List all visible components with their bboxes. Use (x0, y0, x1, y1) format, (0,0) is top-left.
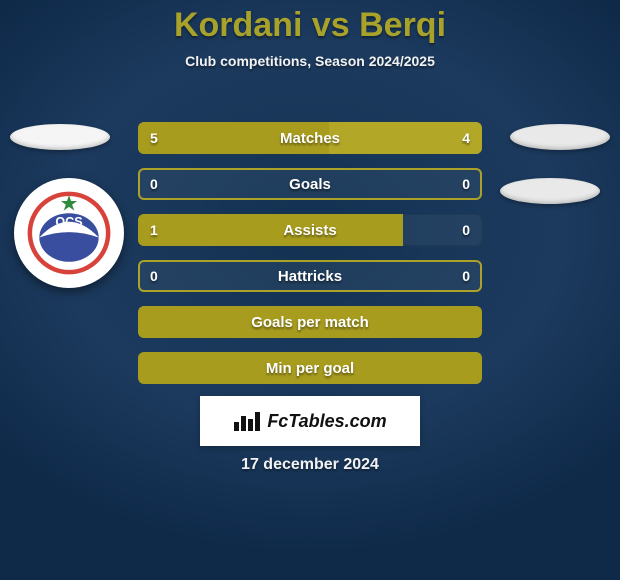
fctables-text: FcTables.com (267, 411, 386, 432)
bar-value-left: 5 (138, 122, 170, 154)
bar-row-assists: Assists1 0 (138, 214, 482, 246)
bar-value-left: 0 (138, 168, 170, 200)
page-title: Kordani vs Berqi (0, 0, 620, 45)
subtitle: Club competitions, Season 2024/2025 (0, 53, 620, 69)
bar-value-left: 0 (138, 260, 170, 292)
bar-row-hattricks: Hattricks0 0 (138, 260, 482, 292)
right-player-ellipse-2 (500, 178, 600, 204)
bar-row-mpg: Min per goal (138, 352, 482, 384)
bar-label: Hattricks (138, 260, 482, 292)
infographic: Kordani vs Berqi Club competitions, Seas… (0, 0, 620, 580)
bar-label: Matches (138, 122, 482, 154)
bar-value-right: 0 (450, 260, 482, 292)
date-text: 17 december 2024 (0, 456, 620, 474)
fctables-watermark: FcTables.com (200, 396, 420, 446)
right-player-ellipse-1 (510, 124, 610, 150)
bar-row-matches: Matches5 4 (138, 122, 482, 154)
bar-label: Goals (138, 168, 482, 200)
bar-value-left: 1 (138, 214, 170, 246)
svg-text:OCS: OCS (55, 215, 82, 229)
left-club-crest: OCS (14, 178, 124, 288)
bars-icon (233, 410, 261, 432)
left-player-ellipse (10, 124, 110, 150)
bar-label: Assists (138, 214, 482, 246)
bar-value-right: 4 (450, 122, 482, 154)
crest-icon: OCS (24, 188, 114, 278)
bar-label: Min per goal (138, 352, 482, 384)
bar-value-right: 0 (450, 214, 482, 246)
bar-row-gpm: Goals per match (138, 306, 482, 338)
bar-value-right: 0 (450, 168, 482, 200)
bar-label: Goals per match (138, 306, 482, 338)
bar-row-goals: Goals0 0 (138, 168, 482, 200)
comparison-bars: Matches54Goals00Assists10Hattricks00Goal… (138, 122, 482, 398)
